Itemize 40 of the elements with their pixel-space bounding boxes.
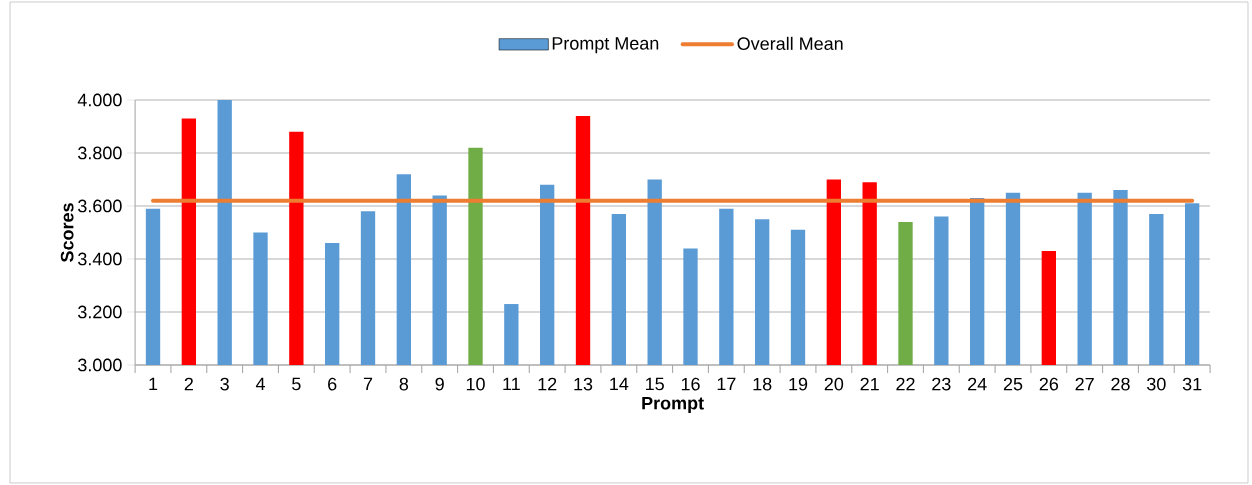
legend-label: Prompt Mean [552,37,659,54]
x-tick-label: 23 [932,377,951,391]
x-tick-label: 15 [646,377,664,391]
y-tick-label: 4.000 [77,93,122,107]
x-tick-label: 26 [1039,377,1059,391]
x-tick-label: 4 [255,377,265,391]
x-tick-label: 2 [184,377,193,391]
x-tick-label: 30 [1147,377,1166,391]
x-tick-label: 16 [681,377,700,391]
x-tick-label: 12 [538,377,557,391]
x-tick-label: 7 [363,377,373,391]
x-tick-label: 6 [328,377,337,391]
x-tick-label: 27 [1075,377,1094,391]
y-tick-label: 3.200 [78,305,122,319]
x-tick-label: 20 [824,377,844,391]
y-tick-label: 3.800 [78,146,122,160]
x-axis-title: Prompt [642,396,704,414]
x-tick-label: 21 [860,377,879,391]
x-tick-label: 28 [1111,377,1130,391]
x-tick-label: 22 [896,377,915,391]
x-tick-label: 24 [968,377,987,391]
x-tick-label: 19 [789,377,808,391]
y-tick-label: 3.400 [78,252,122,266]
x-tick-label: 13 [574,377,593,391]
x-tick-label: 17 [717,377,736,391]
y-axis-title: Scores [60,203,74,262]
x-tick-label: 10 [466,377,485,391]
x-tick-label: 11 [503,377,520,391]
y-tick-label: 3.600 [78,199,122,213]
x-tick-label: 3 [220,377,229,391]
legend-label: Overall Mean [737,36,843,51]
x-tick-label: 25 [1003,377,1023,391]
x-tick-label: 31 [1182,377,1202,391]
y-tick-label: 3.000 [78,358,122,372]
x-tick-label: 1 [149,377,158,391]
x-tick-label: 9 [435,377,444,391]
x-tick-label: 8 [399,377,409,391]
x-tick-label: 18 [753,377,772,391]
x-tick-label: 5 [292,377,301,391]
x-tick-label: 14 [610,377,629,391]
